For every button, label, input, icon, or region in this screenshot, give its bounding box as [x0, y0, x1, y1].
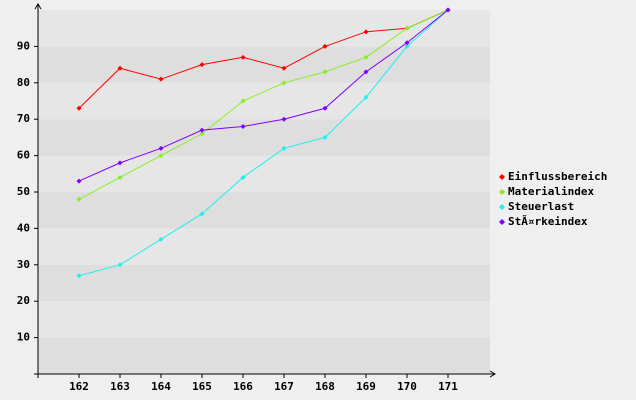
y-tick-label: 70: [17, 112, 30, 125]
grid-band: [38, 82, 490, 120]
legend-label: StÃ¤rkeindex: [508, 215, 588, 228]
data-point: [158, 76, 164, 82]
x-tick-label: 164: [151, 380, 171, 393]
x-tick-label: 166: [233, 380, 253, 393]
data-point: [322, 105, 328, 111]
grid-band: [38, 119, 490, 156]
data-point: [404, 43, 410, 49]
x-tick-label: 168: [315, 380, 335, 393]
legend-marker: [499, 219, 505, 225]
y-tick-label: 50: [17, 185, 30, 198]
grid-band: [38, 301, 490, 338]
data-point: [158, 153, 164, 159]
legend-label: Materialindex: [508, 185, 594, 198]
data-point: [281, 145, 287, 151]
grid-band: [38, 46, 490, 83]
series-line: [78, 9, 449, 182]
data-point: [322, 134, 328, 140]
grid-band: [38, 264, 490, 302]
y-tick-label: 30: [17, 258, 30, 271]
data-point: [363, 54, 369, 60]
data-point: [117, 262, 123, 268]
x-axis: [34, 370, 496, 378]
grid-band: [38, 337, 490, 374]
data-point: [240, 98, 246, 104]
data-point: [281, 80, 287, 86]
x-tick-label: 162: [69, 380, 89, 393]
data-point: [199, 131, 205, 137]
legend-label: Einflussbereich: [508, 170, 607, 183]
x-tick-label: 169: [356, 380, 376, 393]
data-point: [322, 69, 328, 75]
legend-marker: [499, 174, 505, 180]
data-point: [199, 127, 205, 133]
data-point: [240, 174, 246, 180]
data-point: [363, 29, 369, 35]
data-point: [158, 236, 164, 242]
data-point: [76, 178, 82, 184]
data-point: [117, 160, 123, 166]
data-point: [281, 116, 287, 122]
data-point: [240, 123, 246, 129]
series-line: [78, 9, 449, 109]
y-axis: [34, 3, 42, 378]
y-tick-label: 90: [17, 39, 30, 52]
y-tick-label: 40: [17, 221, 30, 234]
y-tick-label: 80: [17, 76, 30, 89]
y-tick-label: 20: [17, 294, 30, 307]
data-point: [199, 211, 205, 217]
data-point: [158, 145, 164, 151]
data-point: [404, 25, 410, 31]
data-point: [117, 65, 123, 71]
x-tick-label: 170: [397, 380, 417, 393]
grid-band: [38, 155, 490, 192]
data-point: [76, 196, 82, 202]
legend-marker: [499, 204, 505, 210]
x-tick-label: 165: [192, 380, 212, 393]
series-line: [78, 9, 449, 277]
data-point: [322, 43, 328, 49]
legend-marker: [499, 189, 505, 195]
y-tick-label: 60: [17, 149, 30, 162]
x-tick-label: 163: [110, 380, 130, 393]
x-tick-label: 171: [438, 380, 458, 393]
data-point: [117, 174, 123, 180]
data-point: [240, 54, 246, 60]
series-line: [78, 9, 449, 200]
grid-band: [38, 192, 490, 229]
data-point: [199, 62, 205, 68]
grid-band: [38, 228, 490, 265]
data-point: [363, 69, 369, 75]
legend-label: Steuerlast: [508, 200, 574, 213]
data-point: [404, 40, 410, 46]
y-tick-label: 10: [17, 331, 30, 344]
data-point: [76, 273, 82, 279]
data-point: [445, 7, 451, 13]
data-point: [281, 65, 287, 71]
grid-band: [38, 10, 490, 47]
data-point: [363, 94, 369, 100]
data-point: [76, 105, 82, 111]
x-tick-label: 167: [274, 380, 294, 393]
